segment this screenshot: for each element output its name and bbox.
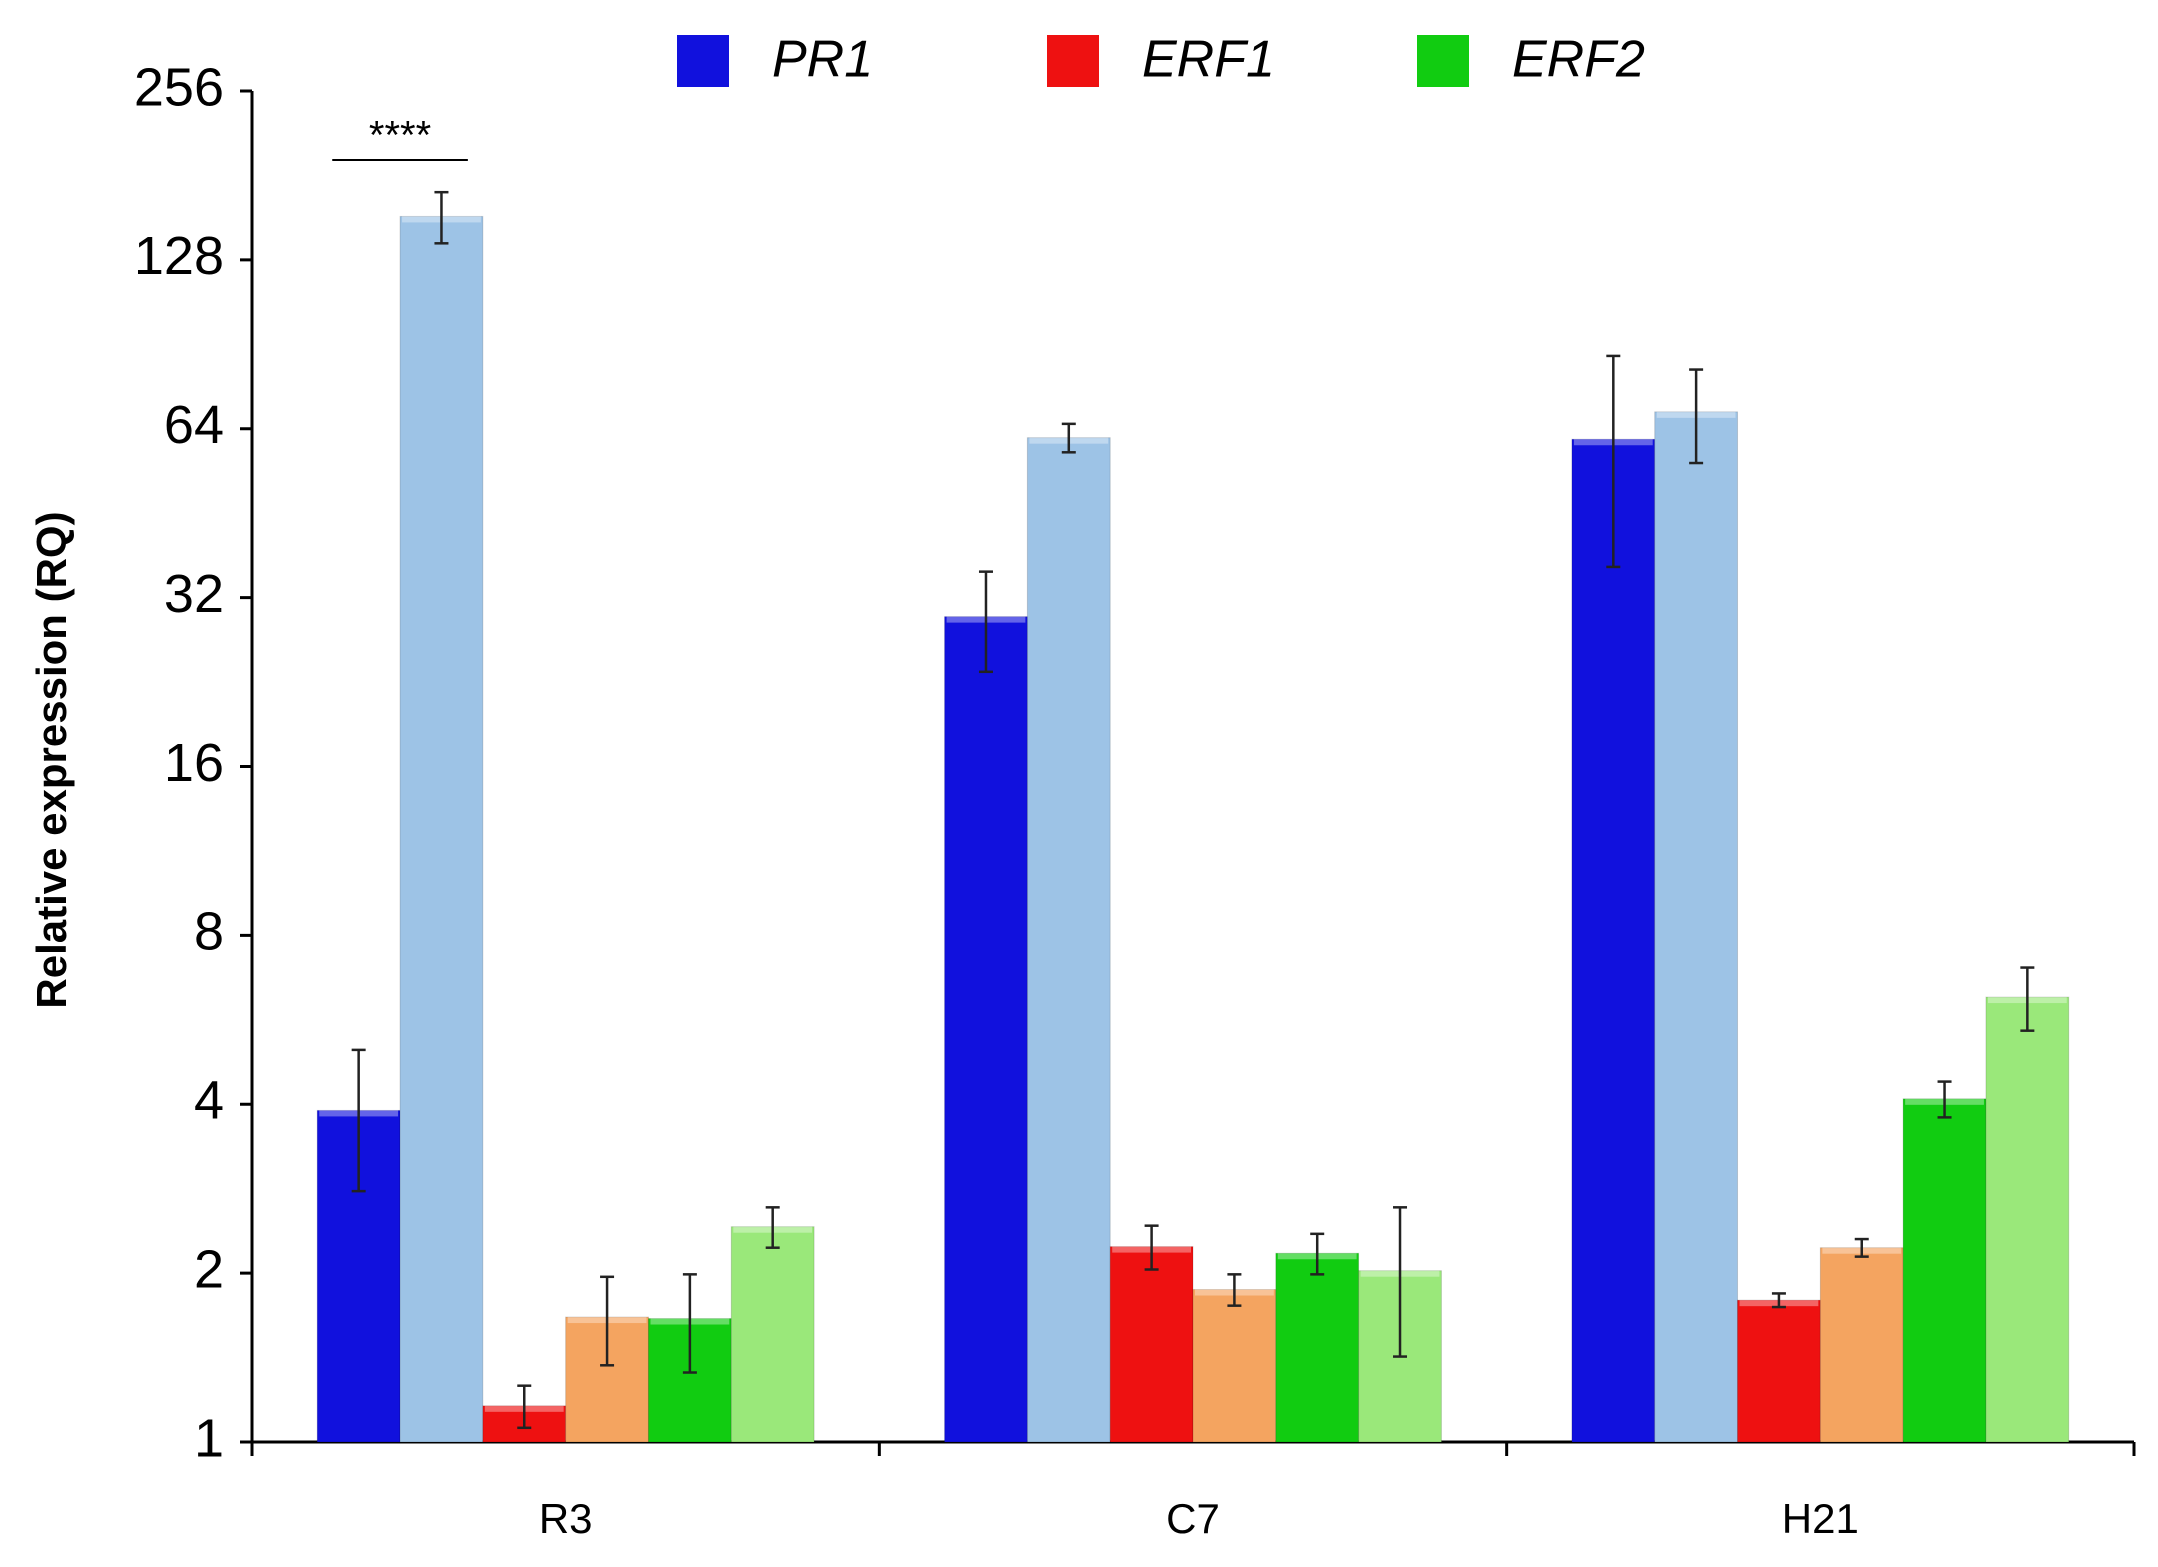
y-tick-label: 1 — [194, 1408, 224, 1468]
bar — [1192, 1288, 1277, 1443]
y-tick-label: 4 — [194, 1071, 224, 1131]
bar — [944, 616, 1028, 1443]
x-tick-label: H21 — [1782, 1495, 1859, 1542]
legend-label: ERF2 — [1512, 31, 1645, 89]
bar — [1902, 1098, 1987, 1443]
y-tick-label: 32 — [164, 564, 224, 624]
error-bar — [517, 1384, 532, 1430]
bar — [1026, 437, 1111, 1443]
legend-label: PR1 — [772, 31, 873, 89]
error-bar — [1144, 1224, 1159, 1271]
legend-swatch — [1417, 35, 1469, 87]
x-tick-label: R3 — [539, 1495, 593, 1542]
error-bar — [765, 1206, 780, 1249]
error-bar — [1854, 1237, 1869, 1258]
error-bar — [1227, 1273, 1242, 1307]
bar — [1571, 438, 1656, 1443]
legend-label: ERF1 — [1142, 31, 1275, 89]
error-bar — [2020, 966, 2035, 1032]
y-axis-label: Relative expression (RQ) — [28, 511, 75, 1008]
error-bar — [1310, 1232, 1325, 1276]
error-bar — [1061, 422, 1076, 454]
error-bar — [1689, 368, 1704, 465]
legend-swatch — [677, 35, 729, 87]
bar — [1819, 1247, 1904, 1443]
bar — [1109, 1246, 1194, 1443]
error-bar — [682, 1273, 697, 1374]
error-bar — [1606, 354, 1621, 569]
y-tick-label: 8 — [194, 902, 224, 962]
error-bar — [1937, 1080, 1952, 1119]
x-tick-label: C7 — [1166, 1495, 1220, 1542]
bar — [1654, 411, 1739, 1443]
bar — [1737, 1299, 1821, 1443]
y-tick-label: 64 — [164, 395, 224, 455]
error-bar — [351, 1048, 366, 1193]
annotation: **** — [369, 114, 431, 158]
error-bar — [1771, 1292, 1786, 1309]
bar — [1275, 1252, 1360, 1443]
bar — [399, 215, 484, 1443]
bar — [730, 1226, 815, 1443]
y-tick-label: 2 — [194, 1239, 224, 1299]
legend-swatch — [1047, 35, 1099, 87]
error-bar — [1393, 1206, 1408, 1358]
error-bar — [600, 1275, 615, 1367]
bar — [1985, 996, 2070, 1443]
y-tick-label: 128 — [134, 226, 224, 286]
error-bar — [978, 570, 993, 674]
error-bar — [434, 190, 449, 245]
y-tick-label: 256 — [134, 57, 224, 117]
y-tick-label: 16 — [164, 733, 224, 793]
